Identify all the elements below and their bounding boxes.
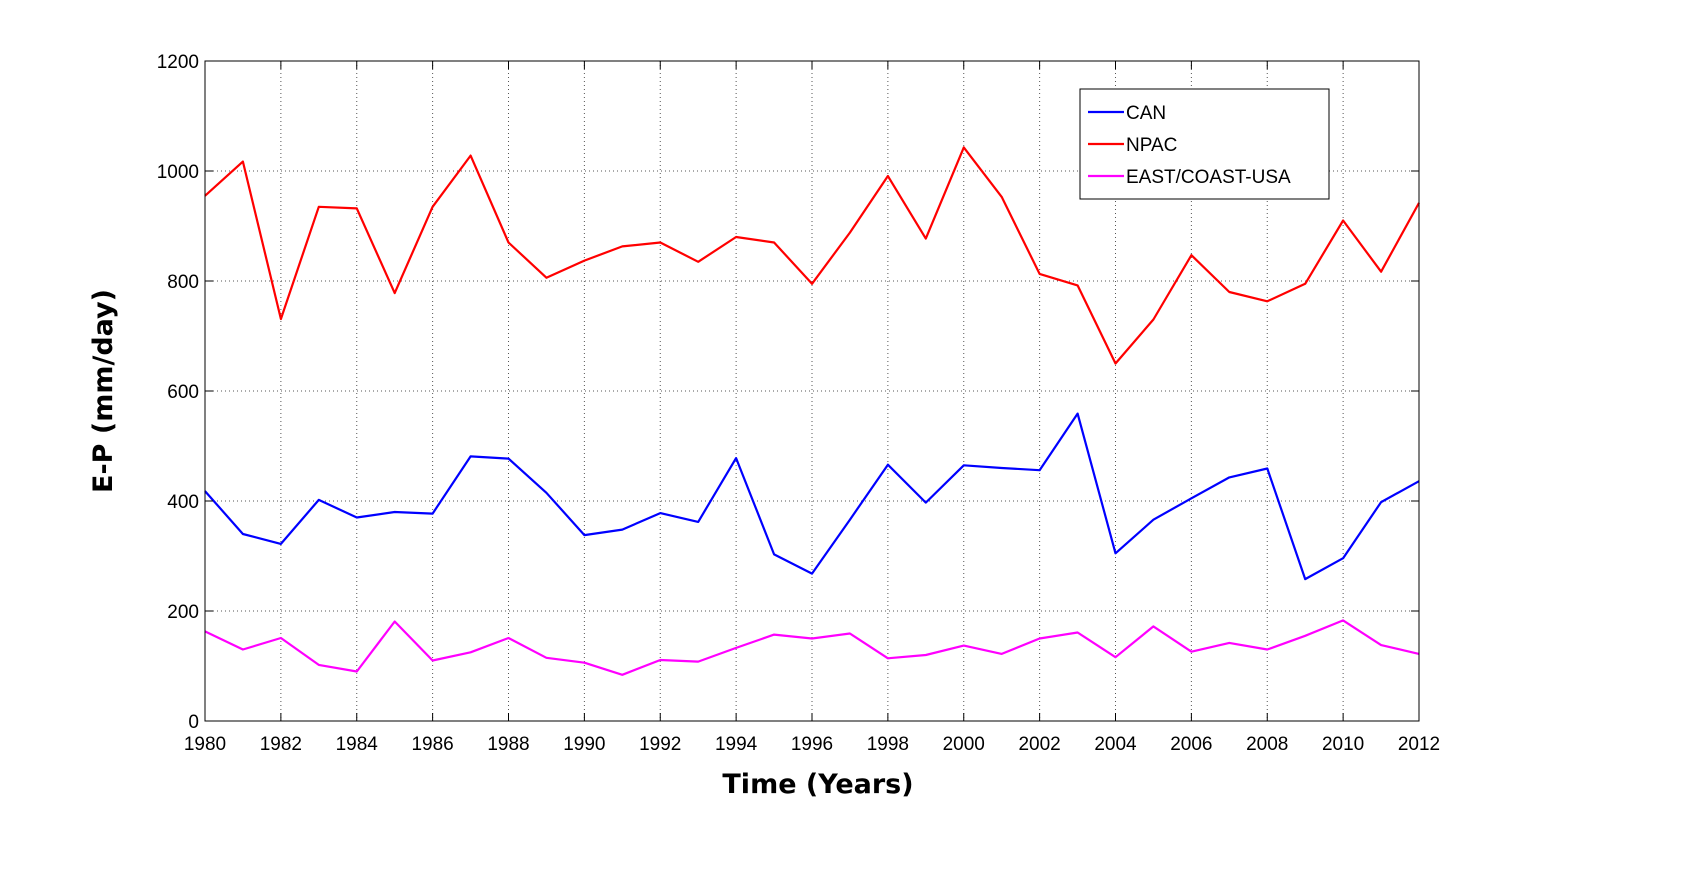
- x-tick-label: 1988: [487, 734, 529, 755]
- legend-label: CAN: [1126, 103, 1166, 124]
- series-lines: [204, 146, 1420, 676]
- x-tick-label: 1982: [260, 734, 302, 755]
- x-tick-label: 1998: [867, 734, 909, 755]
- x-tick-label: 1986: [411, 734, 453, 755]
- x-tick-label: 1984: [336, 734, 379, 755]
- x-axis-title: Time (Years): [722, 769, 913, 800]
- x-tick-label: 1992: [639, 734, 681, 755]
- x-tick-label: 2010: [1322, 734, 1364, 755]
- plot-frame: [204, 60, 1420, 722]
- x-tick-label: 2002: [1018, 734, 1060, 755]
- axis-ticks: 1980 1982 1984 1986 1988 1990 1992 1994 1996 1998…: [157, 52, 1440, 755]
- x-tick-label: 2012: [1398, 734, 1440, 755]
- y-tick-label: 1200: [157, 52, 199, 73]
- x-tick-label: 2000: [943, 734, 985, 755]
- x-tick-label: 1990: [563, 734, 605, 755]
- x-tick-label: 2004: [1094, 734, 1137, 755]
- series-line-npac: [204, 146, 1420, 365]
- legend-label: EAST/COAST-USA: [1126, 167, 1291, 188]
- legend: CAN NPAC EAST/COAST-USA: [1079, 88, 1330, 200]
- y-tick-label: 400: [167, 492, 199, 513]
- x-tick-label: 2006: [1170, 734, 1212, 755]
- y-tick-label: 800: [167, 272, 199, 293]
- y-tick-label: 1000: [157, 162, 199, 183]
- y-tick-label: 600: [167, 382, 199, 403]
- legend-label: NPAC: [1126, 135, 1177, 156]
- y-axis-title: E-P (mm/day): [88, 289, 119, 493]
- x-tick-label: 1994: [715, 734, 758, 755]
- x-tick-label: 1996: [791, 734, 833, 755]
- y-tick-label: 200: [167, 602, 199, 623]
- series-line-east-coast-usa: [204, 619, 1420, 676]
- x-tick-label: 2008: [1246, 734, 1288, 755]
- y-tick-label: 0: [188, 712, 199, 733]
- x-tick-label: 1980: [184, 734, 226, 755]
- series-line-can: [204, 412, 1420, 581]
